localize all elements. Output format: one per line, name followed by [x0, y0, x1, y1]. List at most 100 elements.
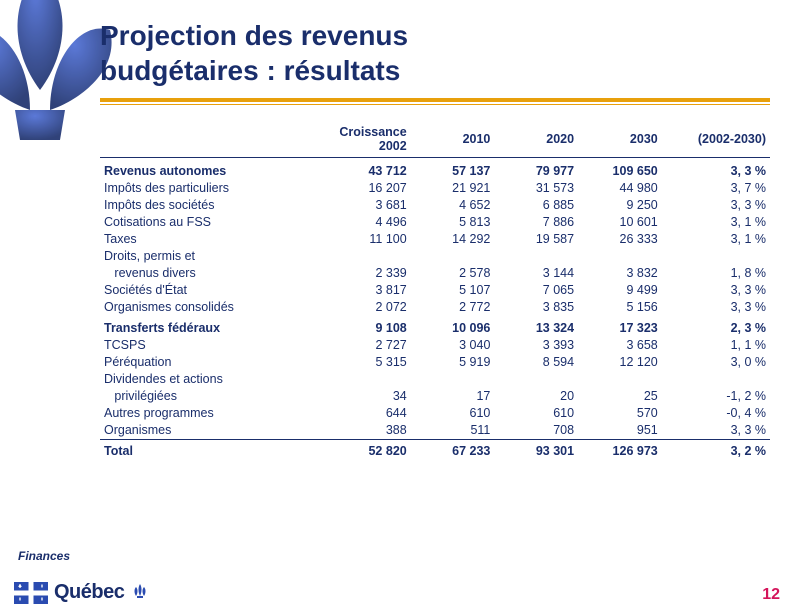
brand-block: Finances Québec — [14, 549, 152, 604]
row-value: 12 120 — [578, 354, 662, 371]
row-value: 14 292 — [411, 230, 495, 247]
row-value — [326, 371, 411, 388]
row-value — [411, 247, 495, 264]
title-underline — [100, 98, 770, 105]
row-value: 3 681 — [326, 196, 411, 213]
row-value: 26 333 — [578, 230, 662, 247]
row-value: 16 207 — [326, 179, 411, 196]
row-value: 44 980 — [578, 179, 662, 196]
row-label: Organismes consolidés — [100, 298, 326, 315]
row-value: 5 919 — [411, 354, 495, 371]
row-value: 109 650 — [578, 157, 662, 179]
page-title: Projection des revenus budgétaires : rés… — [100, 18, 770, 88]
row-label: TCSPS — [100, 337, 326, 354]
row-value: 13 324 — [494, 315, 578, 337]
row-value: 5 813 — [411, 213, 495, 230]
row-value: 34 — [326, 388, 411, 405]
quebec-accent-icon — [130, 582, 152, 604]
quebec-text: Québec — [54, 581, 124, 604]
header-2020: 2020 — [494, 123, 578, 157]
row-value: 388 — [326, 422, 411, 440]
row-value: 43 712 — [326, 157, 411, 179]
row-value: 7 065 — [494, 281, 578, 298]
row-value: 3, 1 % — [662, 213, 770, 230]
row-value: 17 323 — [578, 315, 662, 337]
table-body: Revenus autonomes43 71257 13779 977109 6… — [100, 157, 770, 459]
page-number: 12 — [762, 586, 780, 604]
table-row: revenus divers2 3392 5783 1443 8321, 8 % — [100, 264, 770, 281]
header-label — [100, 123, 326, 157]
row-label: Dividendes et actions — [100, 371, 326, 388]
row-value: 3, 3 % — [662, 157, 770, 179]
row-value: 9 499 — [578, 281, 662, 298]
header-2002-l2: 2002 — [379, 139, 407, 153]
row-value: 3 835 — [494, 298, 578, 315]
row-value — [326, 247, 411, 264]
row-value: 57 137 — [411, 157, 495, 179]
row-value: 126 973 — [578, 439, 662, 459]
header-2002: Croissance 2002 — [326, 123, 411, 157]
row-value: 2 072 — [326, 298, 411, 315]
title-line-1: Projection des revenus — [100, 20, 408, 51]
row-value: 610 — [411, 405, 495, 422]
row-value: 2 578 — [411, 264, 495, 281]
table-row: Dividendes et actions — [100, 371, 770, 388]
row-value: 3 144 — [494, 264, 578, 281]
row-value: 3, 3 % — [662, 281, 770, 298]
row-value: 21 921 — [411, 179, 495, 196]
row-value: 708 — [494, 422, 578, 440]
row-value: 3 832 — [578, 264, 662, 281]
row-value — [662, 371, 770, 388]
row-label: Droits, permis et — [100, 247, 326, 264]
row-value: 5 107 — [411, 281, 495, 298]
row-value: 3, 0 % — [662, 354, 770, 371]
table-row: privilégiées34172025-1, 2 % — [100, 388, 770, 405]
row-value: 3 658 — [578, 337, 662, 354]
row-value: 19 587 — [494, 230, 578, 247]
row-value: 610 — [494, 405, 578, 422]
footer: Finances Québec — [14, 549, 786, 604]
row-label: Total — [100, 439, 326, 459]
row-value: 2, 3 % — [662, 315, 770, 337]
finances-label: Finances — [18, 549, 152, 563]
row-value: -0, 4 % — [662, 405, 770, 422]
row-value: 17 — [411, 388, 495, 405]
header-period: (2002-2030) — [662, 123, 770, 157]
table-row: Autres programmes644610610570-0, 4 % — [100, 405, 770, 422]
row-label: Sociétés d'État — [100, 281, 326, 298]
row-value: 644 — [326, 405, 411, 422]
row-value — [662, 247, 770, 264]
row-value: 4 496 — [326, 213, 411, 230]
row-value: 11 100 — [326, 230, 411, 247]
row-value: 93 301 — [494, 439, 578, 459]
row-value: 1, 1 % — [662, 337, 770, 354]
row-value: 951 — [578, 422, 662, 440]
row-value: 4 652 — [411, 196, 495, 213]
projection-table: Croissance 2002 2010 2020 2030 (2002-203… — [100, 123, 770, 459]
row-label: Autres programmes — [100, 405, 326, 422]
row-value: 7 886 — [494, 213, 578, 230]
row-value: 52 820 — [326, 439, 411, 459]
row-value — [578, 247, 662, 264]
table-row: Impôts des sociétés3 6814 6526 8859 2503… — [100, 196, 770, 213]
row-value: 2 772 — [411, 298, 495, 315]
row-value: 1, 8 % — [662, 264, 770, 281]
row-value: 3, 1 % — [662, 230, 770, 247]
row-value: -1, 2 % — [662, 388, 770, 405]
table-section-row: Transferts fédéraux9 10810 09613 32417 3… — [100, 315, 770, 337]
header-2010: 2010 — [411, 123, 495, 157]
table-row: Taxes11 10014 29219 58726 3333, 1 % — [100, 230, 770, 247]
row-value: 3, 3 % — [662, 422, 770, 440]
row-label: Transferts fédéraux — [100, 315, 326, 337]
row-label: privilégiées — [100, 388, 326, 405]
row-value: 10 601 — [578, 213, 662, 230]
row-label: Péréquation — [100, 354, 326, 371]
row-label: Revenus autonomes — [100, 157, 326, 179]
row-value: 5 315 — [326, 354, 411, 371]
row-value — [411, 371, 495, 388]
row-value: 10 096 — [411, 315, 495, 337]
row-label: Impôts des particuliers — [100, 179, 326, 196]
row-value: 570 — [578, 405, 662, 422]
row-label: Cotisations au FSS — [100, 213, 326, 230]
table-row: Droits, permis et — [100, 247, 770, 264]
